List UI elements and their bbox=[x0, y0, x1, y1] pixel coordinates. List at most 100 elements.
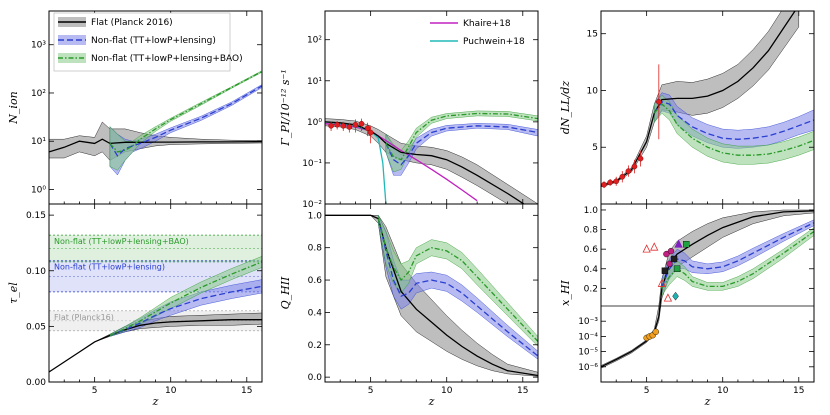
y-tick-label: 10² bbox=[31, 89, 46, 99]
legend-label: Flat (Planck 2016) bbox=[91, 18, 173, 28]
series-line-3 bbox=[385, 125, 538, 166]
series-band-0 bbox=[49, 312, 262, 373]
marker-square bbox=[670, 255, 678, 263]
y-tick-label: 0.8 bbox=[584, 226, 599, 236]
series-band-0 bbox=[325, 215, 538, 377]
marker-circle bbox=[666, 260, 673, 268]
x-tick-label: 15 bbox=[241, 386, 252, 396]
y-tick-label: 0.4 bbox=[308, 308, 323, 318]
marker-square bbox=[683, 241, 690, 248]
series-line-2 bbox=[653, 103, 814, 156]
data-point bbox=[631, 163, 638, 170]
series-line-2 bbox=[109, 70, 262, 153]
x-axis-label: z bbox=[152, 395, 159, 408]
y-tick-label: 10⁻⁶ bbox=[578, 363, 598, 373]
axes-layer bbox=[48, 10, 815, 383]
y-axis-label: dN_LL/dz bbox=[559, 81, 572, 135]
y-axis-label: Γ_PI/10⁻¹² s⁻¹ bbox=[279, 69, 292, 147]
series-band-1 bbox=[109, 84, 262, 176]
marker-triangle bbox=[663, 293, 673, 302]
series-line-1 bbox=[653, 101, 814, 140]
legend-label: Non-flat (TT+lowP+lensing+BAO) bbox=[91, 54, 243, 64]
marker-circle bbox=[652, 328, 659, 336]
data-point bbox=[637, 155, 644, 162]
marker-circle bbox=[663, 250, 670, 258]
data-point bbox=[352, 121, 359, 128]
y-tick-label: 0.05 bbox=[26, 322, 46, 332]
y-tick-label: 10¹ bbox=[31, 137, 46, 147]
y-tick-label: 1.0 bbox=[584, 206, 599, 216]
x-tick-label: 10 bbox=[165, 386, 177, 396]
data-point bbox=[364, 125, 371, 132]
marker-triangle bbox=[642, 244, 651, 253]
series-line-0 bbox=[325, 214, 538, 377]
legend-label: Puchwein+18 bbox=[463, 37, 525, 47]
y-tick-label: 0.2 bbox=[584, 284, 598, 294]
axes-frame-3 bbox=[324, 203, 539, 383]
marker-triangle bbox=[674, 239, 683, 248]
data-point bbox=[619, 173, 626, 180]
y-tick-label: 10⁻⁵ bbox=[578, 348, 598, 358]
y-tick-label: 0.4 bbox=[584, 265, 599, 275]
text-layer: 10⁰ 10¹ 10² 10³ N_ion Non-flat (TT+lowP+lensi… bbox=[7, 12, 805, 408]
y-axis-label: Q_HII bbox=[279, 276, 292, 309]
y-axis-label: N_ion bbox=[7, 91, 20, 124]
series-line-4 bbox=[385, 112, 538, 161]
series-line-0 bbox=[601, 11, 796, 187]
marker-circle bbox=[667, 247, 675, 255]
y-tick-label: 10⁻¹ bbox=[302, 159, 322, 169]
y-tick-label: 0.10 bbox=[26, 267, 46, 277]
series-line-0 bbox=[49, 319, 262, 373]
marker-diamond bbox=[672, 291, 679, 301]
x-tick-label: 5 bbox=[644, 386, 650, 396]
y-tick-label: 10 bbox=[587, 86, 599, 96]
series-band-2 bbox=[654, 94, 814, 165]
x-tick-label: 15 bbox=[517, 386, 528, 396]
series-line-1 bbox=[109, 285, 262, 336]
ref-band-label-2: Flat (Planck16) bbox=[54, 313, 114, 322]
ref-band-label-0: Non-flat (TT+lowP+lensing+BAO) bbox=[54, 237, 189, 246]
series-line-0 bbox=[49, 138, 262, 153]
y-tick-label: 0.00 bbox=[26, 378, 46, 388]
y-tick-label: 10⁰ bbox=[31, 185, 46, 195]
x-tick-label: 5 bbox=[368, 386, 374, 396]
y-tick-label: 5 bbox=[592, 143, 598, 153]
data-point bbox=[334, 121, 340, 128]
y-tick-label: 0.6 bbox=[584, 245, 599, 255]
y-tick-label: 10³ bbox=[31, 41, 46, 51]
series-band-2 bbox=[378, 215, 538, 347]
series-band-2 bbox=[109, 70, 262, 171]
y-tick-label: 0.15 bbox=[26, 211, 46, 221]
x-tick-label: 10 bbox=[441, 386, 453, 396]
data-point bbox=[613, 178, 620, 185]
marker-triangle bbox=[657, 278, 667, 287]
y-tick-label: 15 bbox=[587, 30, 598, 40]
data-point bbox=[340, 123, 347, 129]
y-tick-label: 10⁻² bbox=[302, 200, 322, 210]
y-tick-label: 0.0 bbox=[308, 373, 323, 383]
series-line-2 bbox=[377, 218, 538, 342]
data-point bbox=[656, 99, 662, 105]
marker-square bbox=[661, 267, 669, 274]
legend-label: Non-flat (TT+lowP+lensing) bbox=[91, 36, 216, 46]
x-axis-label: z bbox=[704, 395, 711, 408]
y-axis-label: τ_el bbox=[7, 282, 20, 304]
data-point bbox=[607, 179, 613, 186]
y-tick-label: 10¹ bbox=[307, 77, 322, 87]
y-tick-label: 0.2 bbox=[308, 341, 322, 351]
x-tick-label: 15 bbox=[793, 386, 804, 396]
y-tick-label: 10⁻⁴ bbox=[578, 332, 598, 342]
series-line-1 bbox=[109, 85, 262, 157]
data-point bbox=[328, 123, 334, 129]
series-line-1 bbox=[661, 222, 814, 287]
marks-layer bbox=[328, 64, 690, 342]
data-point bbox=[346, 124, 353, 130]
data-point bbox=[601, 181, 607, 188]
data-point bbox=[625, 168, 632, 174]
ref-band-label-1: Non-flat (TT+lowP+lensing) bbox=[54, 263, 165, 272]
x-axis-label: z bbox=[428, 395, 435, 408]
x-tick-label: 5 bbox=[92, 386, 98, 396]
y-tick-label: 10⁻³ bbox=[578, 317, 598, 327]
y-tick-label: 10⁰ bbox=[307, 118, 322, 128]
